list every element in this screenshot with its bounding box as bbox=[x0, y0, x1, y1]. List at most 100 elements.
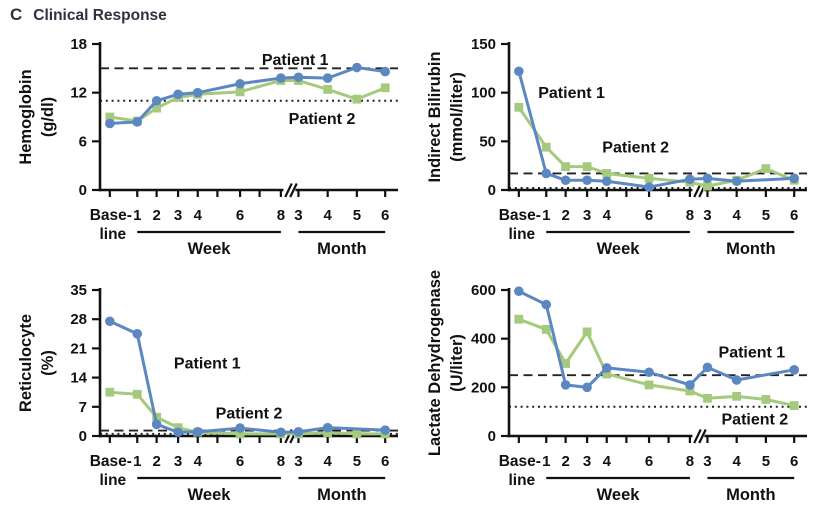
patient1-point bbox=[276, 427, 286, 438]
patient2-point bbox=[703, 181, 712, 191]
patient2-point bbox=[514, 314, 524, 324]
patient2-point bbox=[105, 387, 115, 397]
patient1-point bbox=[731, 176, 742, 187]
patient2-point bbox=[761, 395, 771, 404]
patient2-legend-label: Patient 2 bbox=[602, 140, 669, 157]
patient2-point bbox=[132, 389, 142, 399]
x-tick-label: 3 bbox=[174, 453, 182, 470]
y-tick-label: 6 bbox=[79, 133, 87, 150]
patient1-point bbox=[789, 173, 799, 184]
y-tick-label: 14 bbox=[70, 370, 87, 387]
patient1-point bbox=[644, 182, 654, 192]
patient1-point bbox=[702, 173, 713, 184]
x-tick-label: 6 bbox=[236, 207, 244, 224]
patient2-point bbox=[380, 83, 390, 93]
patient2-point bbox=[235, 429, 245, 439]
patient2-point bbox=[541, 142, 551, 152]
patient1-point bbox=[132, 329, 143, 339]
patient2-point bbox=[541, 325, 551, 334]
panel-title: C Clinical Response bbox=[10, 5, 167, 25]
patient2-point bbox=[582, 327, 592, 337]
x-tick-label: 4 bbox=[603, 453, 612, 470]
month-axis-label: Month bbox=[726, 240, 775, 258]
panel-letter: C bbox=[10, 5, 23, 24]
patient1-point bbox=[601, 176, 612, 187]
patient1-point bbox=[235, 78, 245, 89]
y-axis-title: Indirect Bilirubin bbox=[426, 51, 444, 182]
patient1-point bbox=[582, 175, 592, 186]
axis-break-icon bbox=[698, 429, 707, 444]
patient2-point bbox=[323, 428, 333, 438]
y-tick-label: 35 bbox=[70, 282, 87, 299]
x-tick-label: 2 bbox=[152, 453, 160, 470]
week-axis-label: Week bbox=[188, 486, 232, 504]
patient2-legend-label: Patient 2 bbox=[289, 111, 356, 128]
patient1-point bbox=[276, 73, 286, 83]
patient1-line bbox=[517, 70, 795, 189]
x-tick-label: 3 bbox=[294, 453, 302, 470]
x-tick-label: 4 bbox=[194, 207, 203, 224]
y-axis-title: (%) bbox=[39, 350, 57, 376]
panel-title-text: Clinical Response bbox=[33, 7, 167, 24]
patient2-point bbox=[644, 173, 654, 183]
y-tick-label: 12 bbox=[70, 85, 87, 102]
patient2-legend-label: Patient 2 bbox=[722, 411, 789, 428]
y-tick-label: 0 bbox=[79, 428, 87, 445]
patient1-point bbox=[560, 175, 571, 186]
patient2-point bbox=[514, 102, 524, 112]
patient1-point bbox=[685, 380, 695, 390]
x-tick-label: 3 bbox=[294, 207, 302, 224]
x-tick-label: 2 bbox=[561, 453, 569, 470]
patient1-point bbox=[560, 380, 571, 390]
patient1-point bbox=[293, 72, 304, 83]
patient1-point bbox=[322, 422, 333, 433]
patient2-point bbox=[732, 391, 742, 401]
y-axis-title: (g/dl) bbox=[39, 97, 57, 137]
month-axis-label: Month bbox=[317, 240, 366, 258]
x-tick-label: 8 bbox=[686, 207, 694, 224]
x-tick-label: 8 bbox=[277, 207, 285, 224]
patient2-point bbox=[561, 359, 571, 368]
patient1-point bbox=[105, 316, 115, 327]
patient1-point bbox=[644, 367, 654, 378]
x-tick-label: 4 bbox=[733, 207, 742, 224]
patient1-point bbox=[380, 66, 390, 77]
patient1-point bbox=[192, 87, 203, 98]
patient2-point bbox=[644, 380, 654, 390]
y-axis-title: (mmol/liter) bbox=[448, 72, 466, 162]
patient1-point bbox=[151, 419, 162, 430]
patient2-point bbox=[561, 162, 571, 172]
x-tick-label: 3 bbox=[583, 453, 591, 470]
patient1-legend-label: Patient 1 bbox=[262, 52, 329, 69]
patient1-point bbox=[173, 89, 183, 100]
baseline-tick-label: Base- bbox=[499, 453, 541, 470]
month-axis-label: Month bbox=[726, 486, 775, 504]
patient2-point bbox=[323, 85, 333, 94]
patient1-point bbox=[151, 95, 162, 106]
axis-break-icon bbox=[284, 183, 293, 198]
patient2-point bbox=[761, 164, 771, 173]
patient2-point bbox=[602, 369, 612, 379]
patient2-point bbox=[235, 87, 245, 97]
patient1-line bbox=[109, 319, 386, 434]
x-tick-label: 4 bbox=[733, 453, 742, 470]
axis-break-icon bbox=[289, 183, 298, 198]
patient1-point bbox=[132, 117, 143, 127]
x-tick-label: 3 bbox=[174, 207, 182, 224]
x-tick-label: 6 bbox=[645, 207, 653, 224]
y-tick-label: 200 bbox=[471, 379, 496, 396]
y-axis-title: Lactate Dehydrogenase bbox=[426, 270, 444, 456]
x-tick-label: 6 bbox=[236, 453, 244, 470]
baseline-tick-label: Base- bbox=[90, 453, 132, 470]
patient1-point bbox=[235, 423, 245, 433]
patient2-point bbox=[152, 103, 162, 113]
x-tick-label: 4 bbox=[324, 453, 333, 470]
patient1-point bbox=[582, 382, 592, 393]
y-tick-label: 7 bbox=[79, 399, 87, 416]
x-tick-label: 5 bbox=[762, 207, 770, 224]
y-tick-label: 150 bbox=[471, 36, 496, 53]
